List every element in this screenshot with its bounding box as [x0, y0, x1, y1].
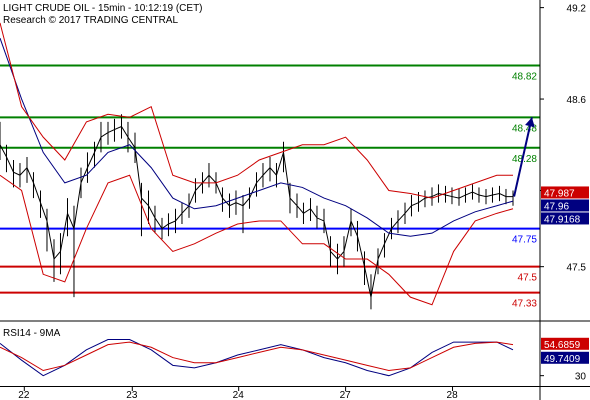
projection-line [513, 117, 533, 197]
rsi-series [0, 339, 514, 377]
price-badge [541, 199, 589, 212]
price-badge-label: 49.7409 [544, 354, 581, 365]
level-label: 47.5 [518, 273, 538, 284]
y-tick-label: 49.2 [567, 4, 587, 15]
price-badges: 47.987 47.96 47.9168 54.6859 49.7409 [541, 186, 589, 365]
rsi-tick-label: 30 [575, 372, 587, 383]
lower-band-line [0, 174, 514, 306]
price-badge-label: 47.9168 [544, 214, 581, 225]
level-label: 47.33 [512, 299, 537, 310]
x-tick-label: 28 [447, 390, 459, 400]
y-tick-label: 47.5 [567, 263, 587, 274]
price-badge [541, 212, 589, 225]
projection-arrow [513, 117, 535, 197]
chart-credit: Research © 2017 TRADING CENTRAL [3, 15, 178, 26]
chart-title: LIGHT CRUDE OIL - 15min - 10:12:19 (CET) [3, 3, 203, 14]
level-lines: 48.82 48.48 48.28 47.75 47.5 47.33 [0, 64, 540, 310]
x-tick-label: 23 [126, 390, 138, 400]
price-badge [541, 186, 589, 199]
level-label: 48.82 [512, 72, 537, 83]
price-badge-label: 47.96 [544, 201, 569, 212]
price-badge-label: 54.6859 [544, 340, 581, 351]
rsi-plot-area [0, 324, 540, 386]
y-tick-label: 48.6 [567, 95, 587, 106]
x-tick-label: 24 [233, 390, 245, 400]
rsi-title: RSI14 - 9MA [3, 328, 61, 339]
projection-arrowhead [525, 117, 535, 128]
price-badge-label: 47.987 [544, 188, 575, 199]
upper-band-line [0, 22, 513, 199]
price-series [0, 22, 514, 310]
x-axis: 22 23 24 27 28 [18, 386, 458, 400]
rsi-panel: RSI14 - 9MA [0, 324, 540, 386]
level-label: 48.48 [512, 123, 537, 134]
rsi-line [0, 339, 514, 377]
rsi-ma-line [0, 341, 514, 372]
x-tick-label: 27 [340, 390, 352, 400]
moving-average-line [0, 37, 514, 237]
level-label: 47.75 [512, 235, 537, 246]
price-badge [541, 337, 589, 350]
level-label: 48.28 [512, 154, 537, 165]
main-panel: 48.82 48.48 48.28 47.75 47.5 47.33 LIGHT CRUD… [0, 3, 540, 310]
x-tick-label: 22 [18, 390, 30, 400]
price-badge [541, 351, 589, 364]
